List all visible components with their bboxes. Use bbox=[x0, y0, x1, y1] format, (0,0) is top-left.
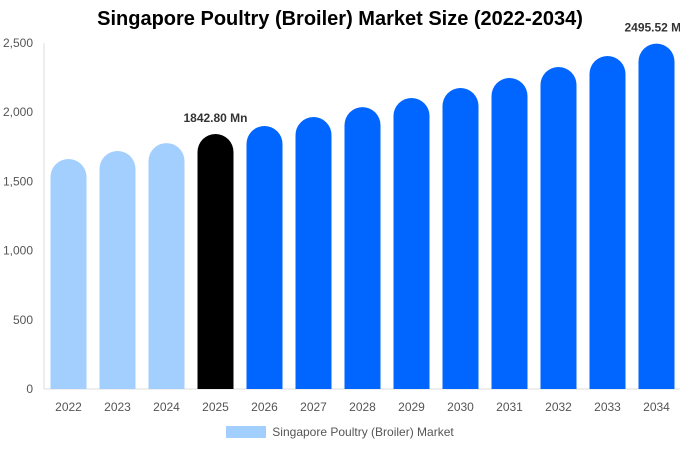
bar-2030 bbox=[442, 87, 479, 389]
x-tick-label: 2025 bbox=[202, 400, 229, 414]
bar-2027 bbox=[295, 117, 332, 389]
bar-2024 bbox=[148, 143, 185, 389]
x-tick-label: 2023 bbox=[104, 400, 131, 414]
data-label-2034: 2495.52 Mn bbox=[624, 21, 680, 35]
bar-2022 bbox=[50, 158, 87, 389]
x-tick-label: 2031 bbox=[496, 400, 523, 414]
x-tick-label: 2033 bbox=[594, 400, 621, 414]
x-tick-label: 2026 bbox=[251, 400, 278, 414]
bar-2026 bbox=[246, 126, 283, 390]
bar-2031 bbox=[491, 78, 528, 389]
y-tick-label: 1,000 bbox=[3, 244, 33, 258]
chart-title: Singapore Poultry (Broiler) Market Size … bbox=[97, 8, 583, 30]
legend-label: Singapore Poultry (Broiler) Market bbox=[272, 425, 454, 439]
bar-2025 bbox=[197, 133, 234, 389]
bar-2023 bbox=[99, 150, 136, 389]
data-label-2025: 1842.80 Mn bbox=[183, 111, 247, 125]
y-tick-label: 500 bbox=[13, 313, 33, 327]
x-tick-label: 2030 bbox=[447, 400, 474, 414]
x-tick-label: 2024 bbox=[153, 400, 180, 414]
x-tick-label: 2032 bbox=[545, 400, 572, 414]
bar-2028 bbox=[344, 107, 381, 390]
x-tick-label: 2029 bbox=[398, 400, 425, 414]
bar-2029 bbox=[393, 97, 430, 389]
y-tick-label: 0 bbox=[26, 382, 33, 396]
bar-2034 bbox=[638, 43, 675, 390]
y-tick-label: 2,500 bbox=[3, 36, 33, 50]
x-tick-label: 2034 bbox=[643, 400, 670, 414]
y-tick-label: 2,000 bbox=[3, 105, 33, 119]
x-tick-label: 2028 bbox=[349, 400, 376, 414]
x-tick-label: 2022 bbox=[55, 400, 82, 414]
bar-2033 bbox=[589, 56, 626, 390]
x-tick-label: 2027 bbox=[300, 400, 327, 414]
y-tick-label: 1,500 bbox=[3, 174, 33, 188]
legend-swatch bbox=[226, 426, 267, 438]
bar-2032 bbox=[540, 66, 577, 389]
legend: Singapore Poultry (Broiler) Market bbox=[0, 425, 680, 439]
